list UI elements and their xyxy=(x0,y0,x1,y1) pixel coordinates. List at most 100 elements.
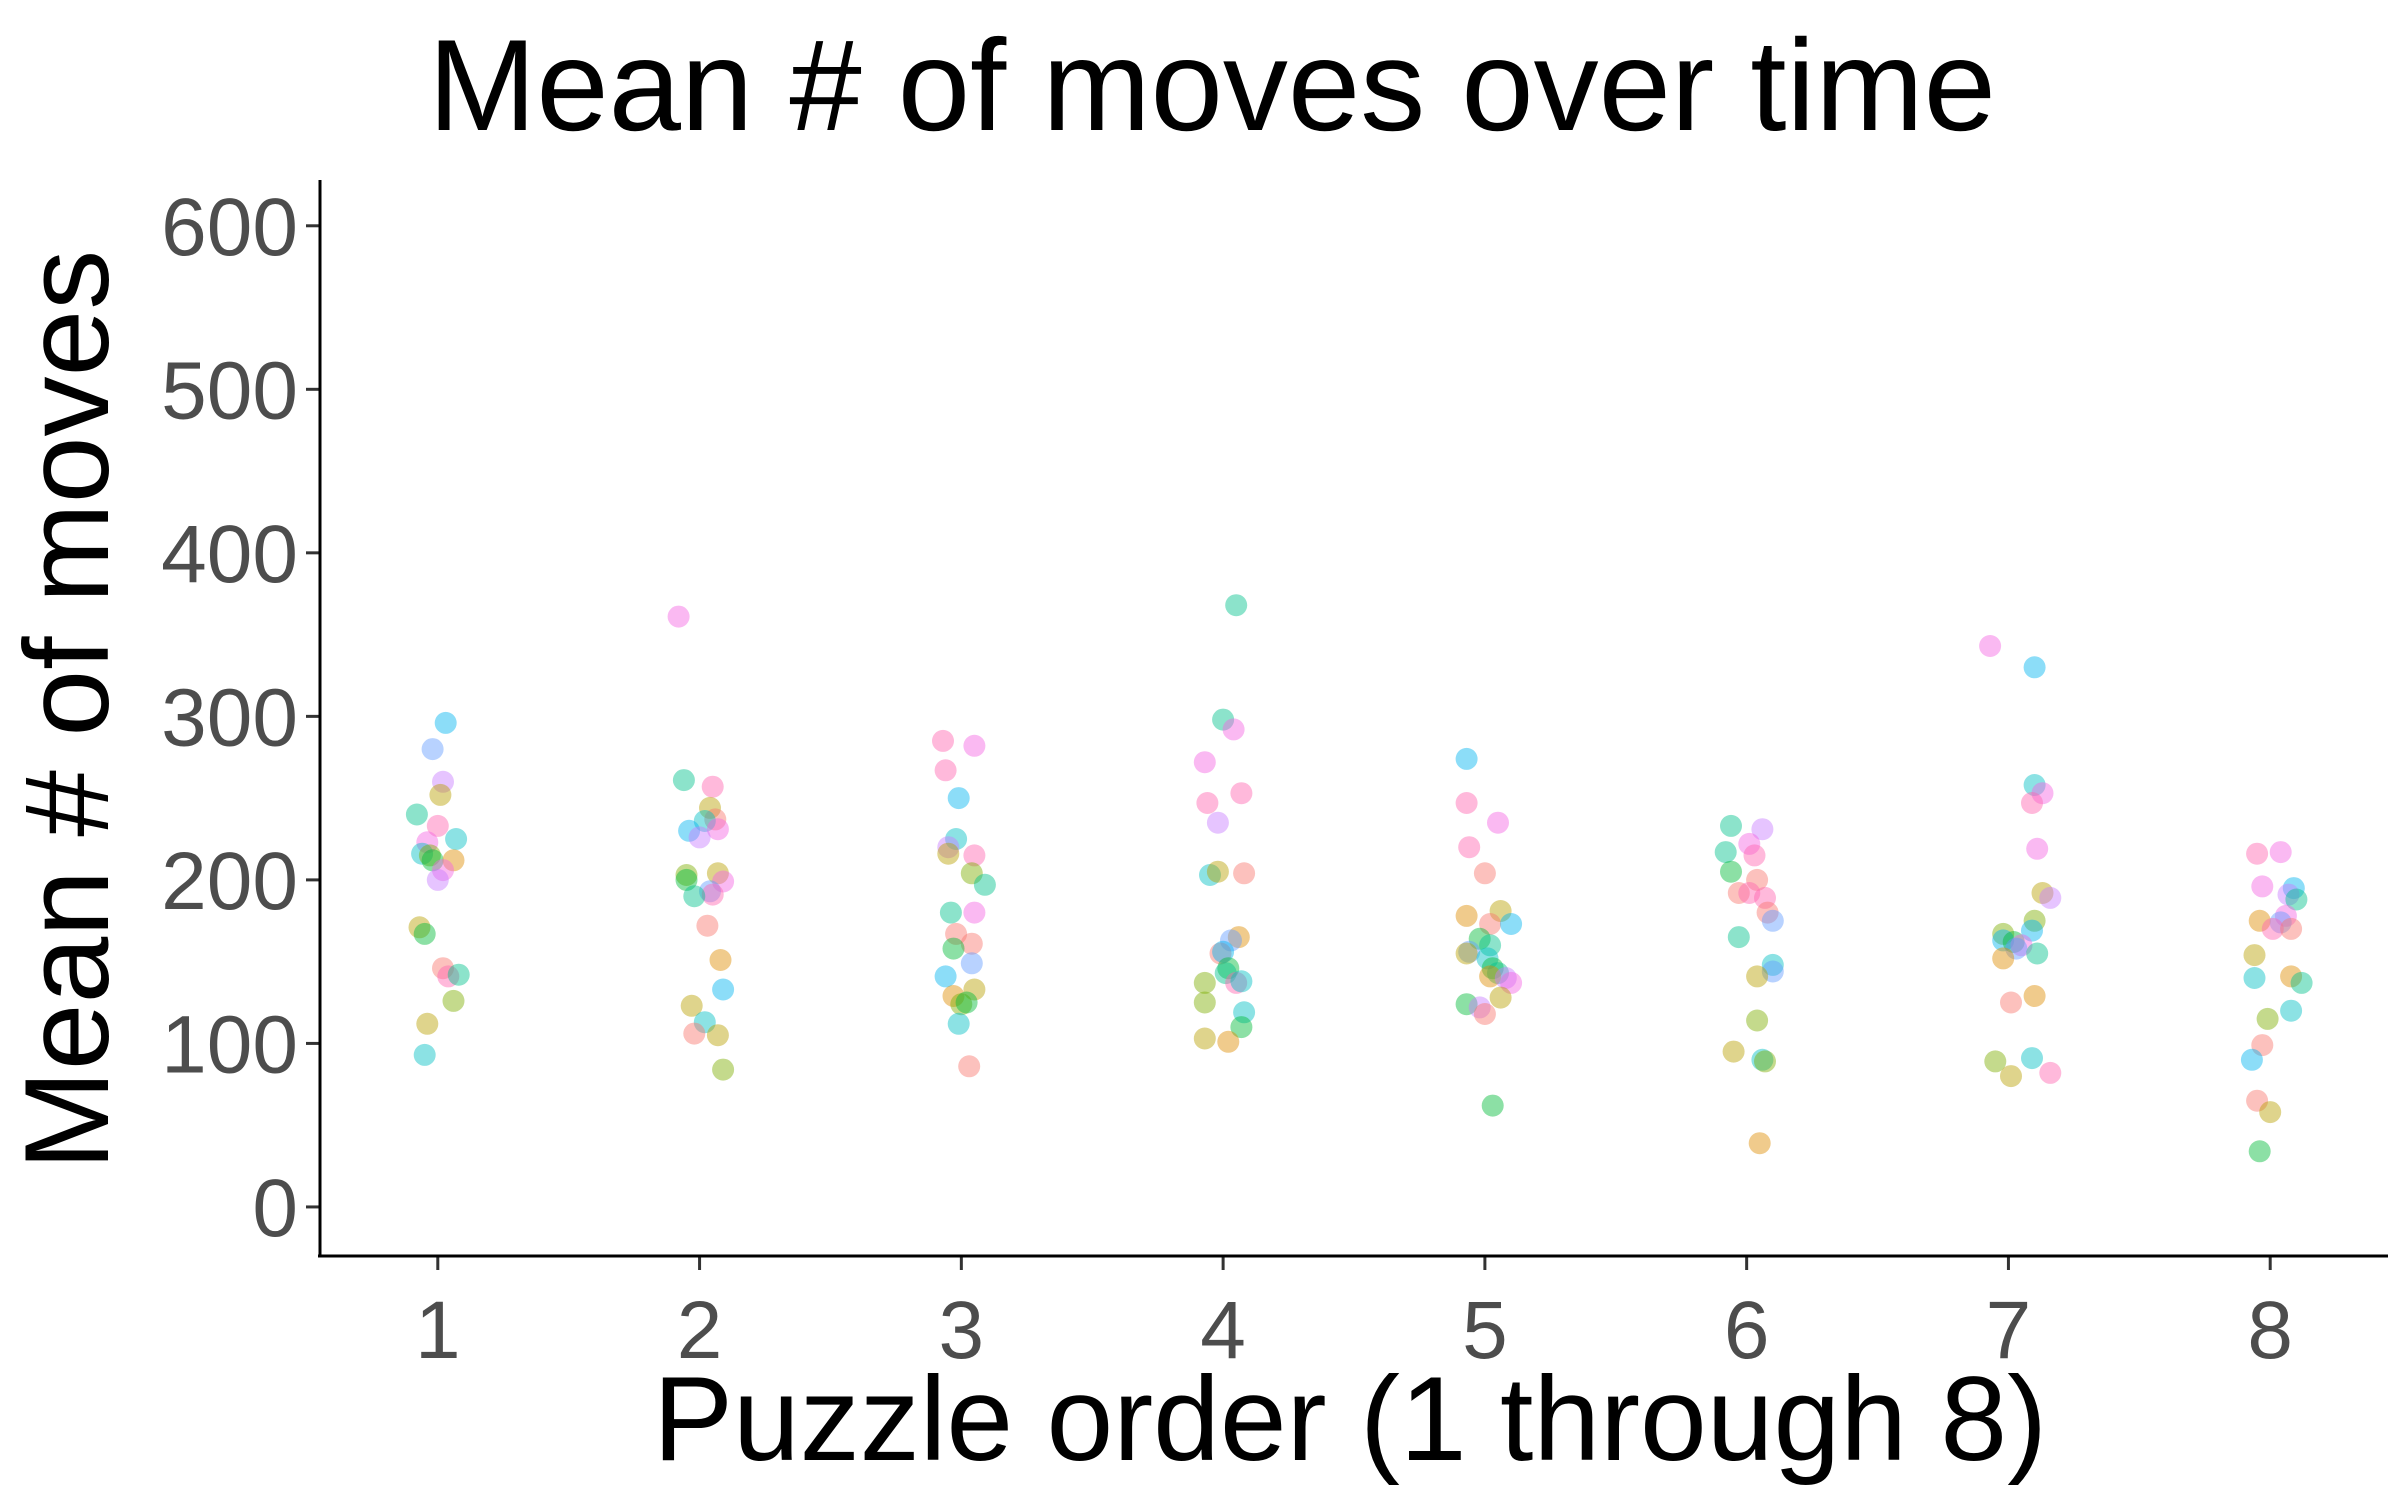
data-point xyxy=(1746,1009,1769,1032)
x-tick-label: 7 xyxy=(1986,1285,2032,1376)
data-point xyxy=(1500,913,1523,935)
data-point xyxy=(2246,842,2269,865)
data-point xyxy=(1193,991,1216,1014)
data-point xyxy=(1489,986,1512,1009)
x-tick-label: 8 xyxy=(2247,1285,2293,1376)
y-tick-label: 500 xyxy=(161,345,298,436)
data-point xyxy=(2280,965,2303,988)
data-point xyxy=(1479,913,1502,935)
data-point xyxy=(1225,971,1248,994)
data-point xyxy=(2269,841,2292,864)
data-point xyxy=(947,787,970,810)
data-point xyxy=(1754,886,1776,909)
data-point xyxy=(2246,1089,2269,1112)
chart-title: Mean # of moves over time xyxy=(428,12,1996,158)
data-point xyxy=(706,818,729,841)
data-point xyxy=(1225,594,1248,617)
data-point xyxy=(678,819,701,842)
data-point xyxy=(958,1055,981,1078)
data-point xyxy=(712,978,735,1001)
data-point xyxy=(1233,1001,1256,1024)
data-point xyxy=(942,937,965,960)
data-point xyxy=(2021,919,2043,942)
data-point xyxy=(432,859,454,882)
data-point xyxy=(963,901,986,924)
data-point xyxy=(2248,1140,2271,1163)
data-point xyxy=(1209,942,1232,965)
data-point xyxy=(2023,656,2046,679)
data-point xyxy=(712,1058,735,1081)
data-point xyxy=(947,1012,970,1035)
data-point xyxy=(2000,991,2022,1014)
data-point xyxy=(1455,747,1478,770)
data-point xyxy=(939,901,962,924)
data-point xyxy=(1727,926,1750,949)
data-point xyxy=(442,849,465,872)
data-point xyxy=(411,842,434,865)
data-point xyxy=(2240,1048,2263,1071)
x-tick-label: 4 xyxy=(1200,1285,1246,1376)
data-point xyxy=(426,868,449,891)
data-point xyxy=(1500,971,1523,994)
data-point xyxy=(1217,1030,1240,1053)
data-point xyxy=(1720,860,1742,883)
data-point xyxy=(1481,1094,1504,1117)
data-point xyxy=(960,952,983,975)
y-tick-label: 0 xyxy=(252,1163,298,1254)
data-point xyxy=(675,868,698,891)
data-point xyxy=(2274,904,2297,927)
data-point xyxy=(1479,934,1502,957)
data-point xyxy=(2000,1065,2022,1088)
data-point xyxy=(667,605,690,628)
data-point xyxy=(696,914,719,937)
data-point xyxy=(1761,953,1784,976)
data-point xyxy=(963,978,986,1001)
data-point xyxy=(413,922,436,945)
data-point xyxy=(2021,792,2043,814)
data-point xyxy=(1193,1027,1216,1050)
data-point xyxy=(2261,917,2284,940)
data-point xyxy=(1743,844,1766,867)
y-tick-label: 400 xyxy=(161,509,298,600)
data-point xyxy=(447,963,470,986)
data-point xyxy=(945,922,968,945)
data-point xyxy=(2251,1034,2274,1057)
data-point xyxy=(1479,965,1502,988)
data-point xyxy=(2243,944,2266,967)
data-point xyxy=(1458,940,1481,963)
x-tick-label: 2 xyxy=(677,1285,723,1376)
x-tick-label: 3 xyxy=(939,1285,985,1376)
data-point xyxy=(1720,814,1742,837)
data-point xyxy=(1199,864,1221,886)
data-point xyxy=(937,842,960,865)
data-point xyxy=(1746,868,1769,891)
data-point xyxy=(1751,818,1774,841)
data-point xyxy=(2285,888,2308,911)
data-point xyxy=(2269,911,2292,934)
y-tick-label: 600 xyxy=(161,182,298,273)
data-point xyxy=(1738,882,1761,904)
data-point xyxy=(955,991,978,1014)
data-point xyxy=(413,1043,436,1066)
data-point xyxy=(1206,860,1229,883)
data-point xyxy=(2002,931,2025,953)
data-point xyxy=(2023,985,2046,1007)
data-point xyxy=(416,831,439,854)
data-point xyxy=(945,828,968,850)
data-point xyxy=(701,883,724,906)
data-point xyxy=(688,826,711,849)
data-point xyxy=(2280,917,2303,940)
data-point xyxy=(1992,947,2015,970)
data-point xyxy=(2026,942,2049,965)
data-point xyxy=(2282,877,2305,900)
data-point xyxy=(683,1022,706,1045)
data-point xyxy=(1193,971,1216,994)
data-point xyxy=(1227,926,1250,949)
data-point xyxy=(1751,1048,1774,1071)
data-point xyxy=(1494,967,1517,989)
data-point xyxy=(937,836,960,859)
data-point xyxy=(2290,971,2313,994)
data-point xyxy=(432,770,454,793)
data-point xyxy=(963,734,986,757)
